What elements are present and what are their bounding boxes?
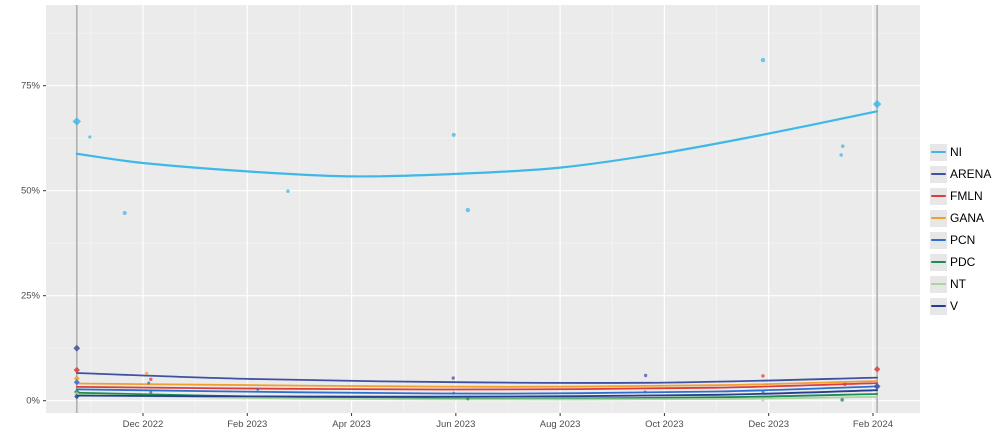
poll-point-GANA <box>145 371 149 375</box>
trend-line-PCN <box>75 385 878 395</box>
result-point-PCN <box>73 379 80 386</box>
y-tick-label: 0% <box>26 396 40 407</box>
legend-item-GANA: GANA <box>930 207 991 229</box>
poll-point-PCN <box>452 391 456 395</box>
poll-point-PCN <box>643 390 647 394</box>
poll-point-PDC <box>840 398 844 402</box>
legend-label-V: V <box>950 299 959 313</box>
y-tick-label: 25% <box>21 291 41 302</box>
poll-point-ARENA <box>643 373 648 378</box>
poll-point-PDC <box>466 397 470 401</box>
legend-item-PCN: PCN <box>930 229 991 251</box>
y-tick-label: 50% <box>21 186 41 197</box>
x-tick-label: Feb 2023 <box>227 419 267 430</box>
poll-point-NI <box>840 144 845 148</box>
poll-point-PCN <box>761 390 765 394</box>
result-point-V <box>74 393 80 400</box>
poll-point-FMLN <box>761 374 765 378</box>
legend-key-line-GANA <box>930 209 947 227</box>
x-tick-label: Feb 2024 <box>853 419 893 430</box>
legend-item-FMLN: FMLN <box>930 185 991 207</box>
legend-label-ARENA: ARENA <box>950 167 992 181</box>
result-point-GANA <box>73 375 80 382</box>
legend-key-line-PDC <box>930 253 947 271</box>
legend-label-NT: NT <box>950 277 966 291</box>
poll-point-NT <box>761 398 765 402</box>
legend-label-NI: NI <box>950 145 962 159</box>
poll-point-FMLN <box>843 382 847 387</box>
legend: NI ARENA FMLN GANA PCN PDC NT V <box>930 141 991 317</box>
legend-label-PCN: PCN <box>950 233 976 247</box>
result-point-ARENA <box>873 383 881 390</box>
legend-key-line-ARENA <box>930 165 947 183</box>
legend-item-PDC: PDC <box>930 251 991 273</box>
x-tick-label: Aug 2023 <box>540 419 581 430</box>
trend-line-ARENA <box>75 372 878 384</box>
legend-label-GANA: GANA <box>950 211 985 225</box>
poll-point-PCN <box>256 387 260 391</box>
poll-point-FMLN <box>149 377 153 381</box>
result-point-FMLN <box>873 366 881 373</box>
legend-key-line-NI <box>930 143 947 161</box>
poll-point-NI <box>451 132 456 137</box>
legend-key-line-PCN <box>930 231 947 249</box>
x-tick-label: Oct 2023 <box>645 419 684 430</box>
legend-label-PDC: PDC <box>950 255 976 269</box>
result-point-FMLN <box>73 366 80 374</box>
x-tick-label: Dec 2022 <box>123 419 164 430</box>
legend-key-line-NT <box>930 275 947 293</box>
poll-point-NI <box>465 207 471 213</box>
legend-item-NI: NI <box>930 141 991 163</box>
trend-line-GANA <box>75 380 878 388</box>
legend-key-line-V <box>930 297 947 315</box>
poll-point-NI <box>760 57 766 63</box>
legend-label-FMLN: FMLN <box>950 189 983 203</box>
x-tick-label: Jun 2023 <box>436 419 475 430</box>
poll-point-NI <box>839 153 843 157</box>
poll-point-PDC <box>149 390 153 394</box>
trend-line-NT <box>75 393 878 401</box>
result-point-NI <box>72 117 81 126</box>
trend-line-NI <box>75 110 879 178</box>
trend-line-FMLN <box>75 382 878 391</box>
result-point-ARENA <box>73 344 81 352</box>
trend-line-V <box>75 389 878 398</box>
legend-item-V: V <box>930 295 991 317</box>
x-tick-label: Apr 2023 <box>332 419 371 430</box>
legend-key-line-FMLN <box>930 187 947 205</box>
poll-point-ARENA <box>451 376 455 380</box>
poll-point-NI <box>88 135 92 139</box>
chart-panel <box>46 5 920 413</box>
poll-point-NI <box>286 189 290 193</box>
result-point-NI <box>872 99 882 109</box>
y-tick-label: 75% <box>21 81 41 92</box>
poll-point-NI <box>122 210 127 215</box>
x-tick-label: Dec 2023 <box>748 419 789 430</box>
poll-point-PCN <box>147 381 151 385</box>
legend-item-NT: NT <box>930 273 991 295</box>
legend-item-ARENA: ARENA <box>930 163 991 185</box>
